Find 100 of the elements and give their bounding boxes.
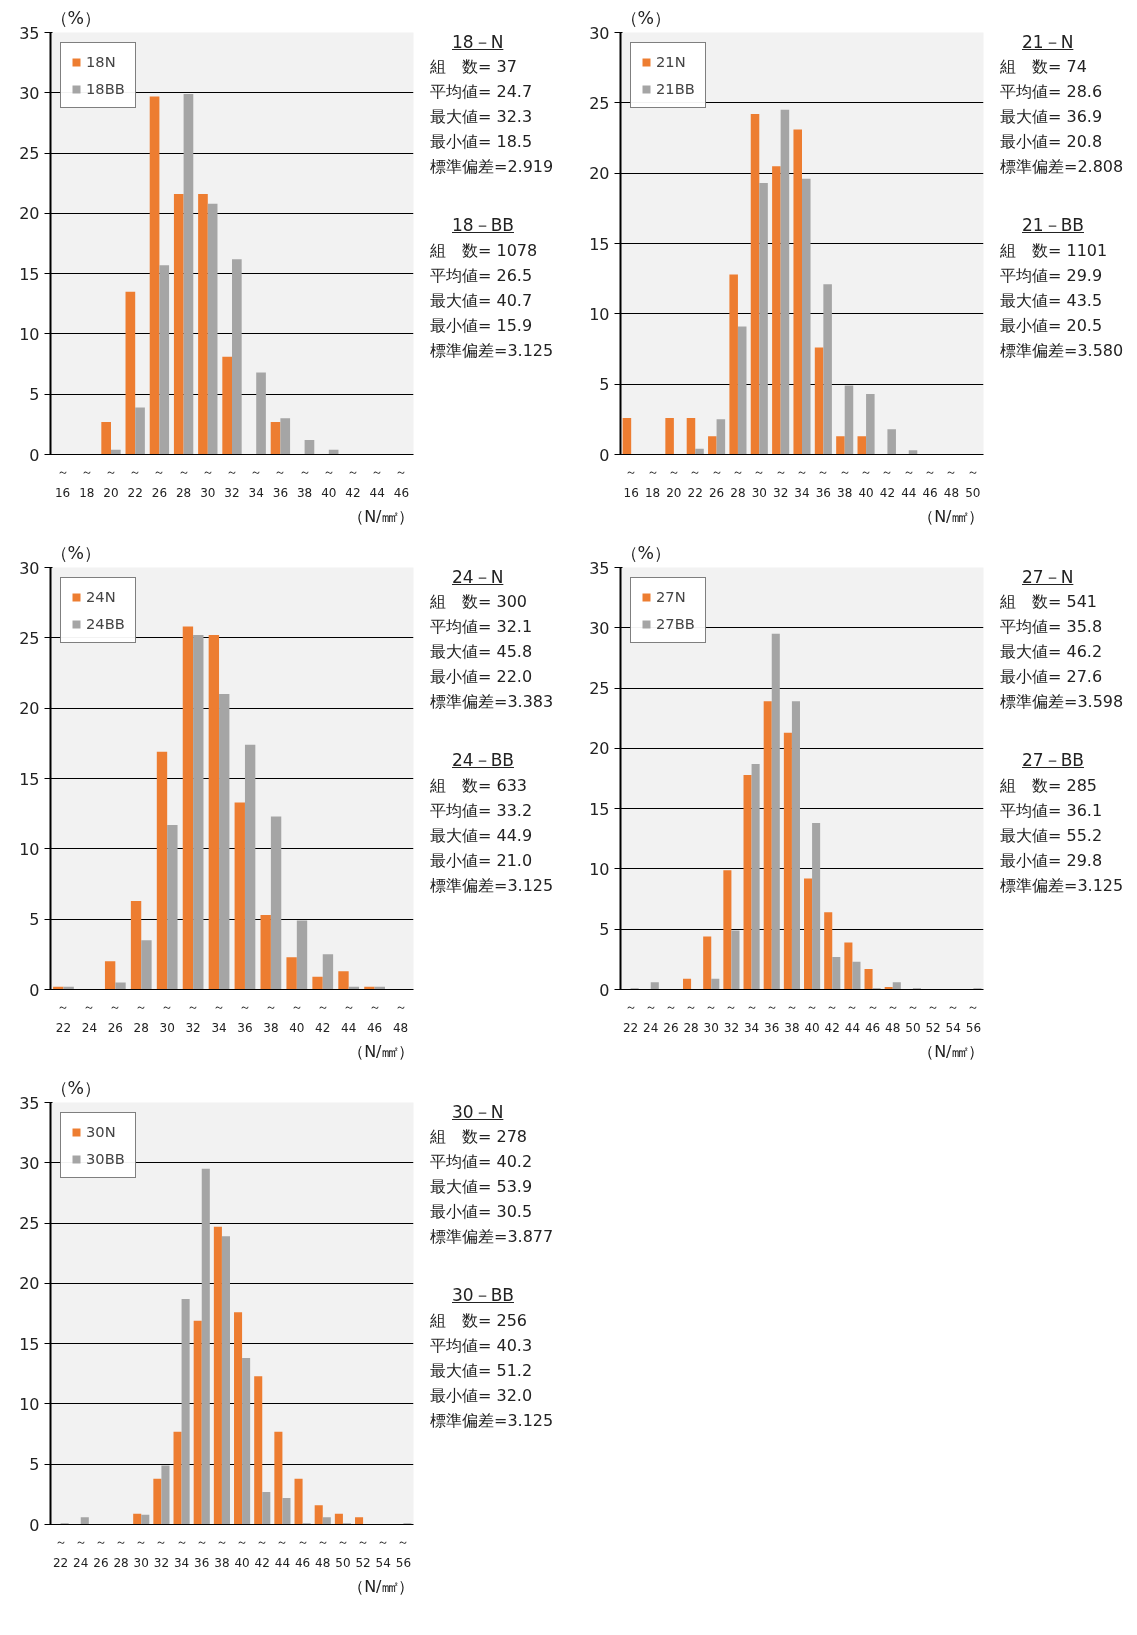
legend-label: 21BB	[656, 80, 695, 97]
y-tick-label: 0	[29, 1515, 40, 1535]
text: 平均値= 35.8	[1000, 616, 1104, 639]
y-tick-label: 5	[599, 920, 610, 940]
category-label: ～ 22	[622, 999, 639, 1035]
y-axis-title: （%）	[620, 542, 671, 563]
category-label: ～ 32	[723, 999, 740, 1035]
category-label: ～ 46	[393, 464, 410, 500]
y-tick-label: 0	[29, 445, 40, 465]
y-tick-label: 10	[19, 324, 40, 344]
y-tick-label: 0	[29, 980, 40, 1000]
category-label: ～ 24	[81, 999, 98, 1035]
category-label: ～ 26	[107, 999, 123, 1035]
text: 最小値= 18.5	[430, 131, 534, 154]
category-label: ～ 26	[93, 1534, 109, 1570]
y-tick-label: 30	[19, 1153, 40, 1173]
text: 最大値= 44.9	[430, 824, 534, 847]
y-tick-label: 35	[589, 558, 610, 578]
text: 平均値= 32.1	[430, 616, 534, 639]
category-label: ～ 42	[824, 999, 840, 1035]
category-label: ～ 34	[211, 999, 227, 1035]
category-label: ～ 34	[173, 1534, 190, 1570]
text: 30－N	[452, 1102, 504, 1122]
category-label: ～ 22	[55, 999, 72, 1035]
text: 最小値= 20.5	[1000, 314, 1104, 337]
category-label: ～ 34	[248, 464, 264, 500]
category-label: ～ 44	[901, 464, 917, 500]
category-label: ～ 40	[321, 464, 337, 500]
category-label: ～ 32	[773, 464, 789, 500]
y-tick-label: 25	[589, 93, 610, 113]
category-label: ～ 46	[366, 999, 383, 1035]
text: 標準偏差=2.919	[430, 156, 554, 179]
y-tick-label: 30	[589, 23, 610, 43]
category-label: ～ 16	[623, 464, 639, 500]
text: 標準偏差=3.125	[430, 1409, 554, 1432]
text: 27－BB	[1022, 750, 1084, 771]
category-label: ～ 36	[764, 999, 780, 1035]
text: 平均値= 33.2	[430, 799, 534, 822]
text: 27－N	[1022, 567, 1074, 587]
category-label: ～ 28	[175, 464, 192, 500]
x-axis-title: （N/㎟）	[348, 1576, 414, 1596]
text: 平均値= 24.7	[430, 81, 534, 104]
category-label: ～ 50	[335, 1534, 351, 1570]
y-tick-label: 5	[29, 910, 40, 930]
category-label: ～ 28	[133, 999, 149, 1035]
text: 組 数= 1101	[1000, 239, 1109, 262]
category-label: ～ 24	[643, 999, 659, 1035]
text: 24－N	[452, 567, 504, 587]
text: 組 数= 278	[430, 1126, 529, 1149]
y-tick-label: 20	[589, 739, 610, 759]
category-label: ～ 46	[864, 999, 881, 1035]
category-label: ～ 44	[369, 464, 385, 500]
text: 最大値= 40.7	[430, 289, 534, 312]
category-label: ～ 32	[153, 1534, 170, 1570]
category-label: ～ 20	[103, 464, 119, 500]
text: 最小値= 27.6	[1000, 666, 1104, 689]
category-label: ～ 40	[804, 999, 820, 1035]
category-label: ～ 36	[815, 464, 831, 500]
category-label: ～ 34	[794, 464, 810, 500]
category-label: ～ 38	[263, 999, 279, 1035]
y-tick-label: 25	[19, 628, 40, 648]
text: 24－BB	[452, 750, 514, 771]
legend-label: 27BB	[656, 615, 695, 632]
text: 最小値= 22.0	[430, 666, 534, 689]
legend-label: 24BB	[86, 615, 125, 632]
category-label: ～ 40	[858, 464, 874, 500]
text: 標準偏差=2.808	[1000, 156, 1124, 179]
category-label: ～ 38	[214, 1534, 230, 1570]
y-tick-label: 30	[589, 618, 610, 638]
text: 平均値= 29.9	[1000, 264, 1104, 287]
category-label: ～ 18	[644, 464, 661, 500]
y-axis-title: （%）	[620, 7, 671, 28]
text: 標準偏差=3.580	[1000, 339, 1124, 362]
y-tick-label: 20	[19, 204, 40, 224]
y-tick-label: 25	[19, 144, 40, 164]
text: 組 数= 300	[430, 591, 529, 614]
category-label: ～ 50	[905, 999, 921, 1035]
category-label: ～ 40	[234, 1534, 250, 1570]
y-tick-label: 10	[589, 859, 610, 879]
category-label: ～ 38	[784, 999, 800, 1035]
y-tick-label: 35	[19, 1093, 40, 1113]
category-label: ～ 32	[224, 464, 240, 500]
legend-label: 18N	[86, 53, 116, 70]
text: 21－BB	[1022, 215, 1084, 236]
text: 最小値= 32.0	[430, 1384, 534, 1407]
category-label: ～ 42	[315, 999, 331, 1035]
y-tick-label: 30	[19, 83, 40, 103]
category-label: ～ 48	[392, 999, 409, 1035]
category-label: ～ 44	[274, 1534, 291, 1570]
text: 標準偏差=3.125	[430, 339, 554, 362]
text: 標準偏差=3.125	[1000, 874, 1124, 897]
text: 最大値= 45.8	[430, 641, 534, 664]
y-tick-label: 10	[589, 304, 610, 324]
category-label: ～ 56	[965, 999, 982, 1035]
text: 最大値= 46.2	[1000, 641, 1104, 664]
text: 組 数= 37	[430, 56, 518, 79]
category-label: ～ 30	[133, 1534, 149, 1570]
y-tick-label: 20	[589, 164, 610, 184]
category-label: ～ 54	[945, 999, 961, 1035]
category-label: ～ 28	[730, 464, 746, 500]
